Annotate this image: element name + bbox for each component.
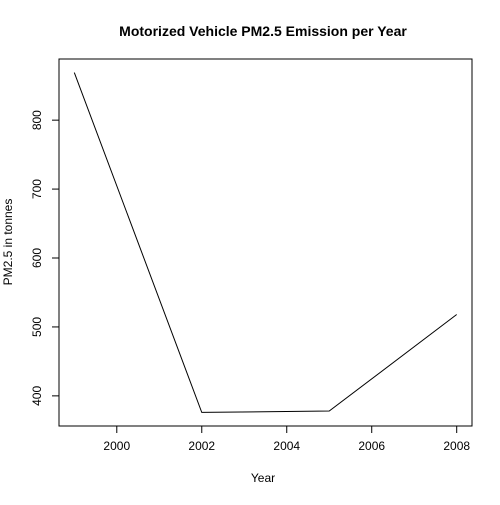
y-tick-label: 500: [30, 317, 44, 337]
series-line: [73, 72, 458, 413]
x-tick-label: 2002: [188, 439, 215, 453]
x-axis: 2000 2002 2004 2006 2008: [103, 426, 470, 453]
y-tick-label: 600: [30, 248, 44, 268]
chart-title: Motorized Vehicle PM2.5 Emission per Yea…: [119, 23, 407, 39]
y-tick-label: 800: [30, 110, 44, 130]
y-tick-label: 400: [30, 386, 44, 406]
x-tick-label: 2000: [103, 439, 130, 453]
y-axis: 400 500 600 700 800: [30, 110, 59, 406]
x-tick-label: 2008: [443, 439, 470, 453]
series-layer: [73, 72, 458, 413]
y-tick-label: 700: [30, 179, 44, 199]
x-tick-label: 2006: [358, 439, 385, 453]
y-axis-label: PM2.5 in tonnes: [1, 199, 15, 286]
plot-frame: [58, 58, 473, 427]
x-tick-label: 2004: [273, 439, 300, 453]
x-axis-label: Year: [251, 471, 275, 485]
